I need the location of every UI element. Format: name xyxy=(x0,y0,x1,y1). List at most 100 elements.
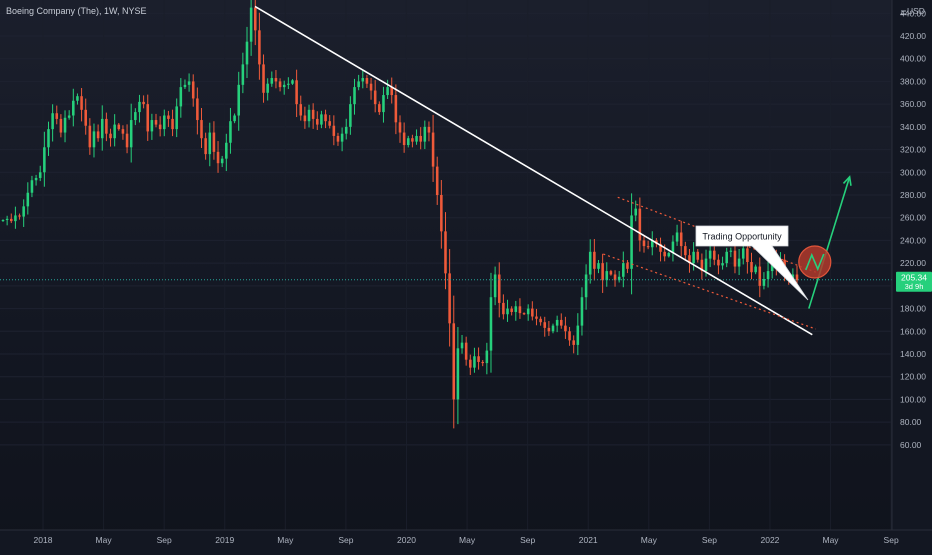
candle-body xyxy=(386,87,389,96)
candle-body xyxy=(597,263,600,269)
candle-body xyxy=(493,274,497,298)
candle-body xyxy=(622,263,625,277)
candle-body xyxy=(684,246,687,256)
candle-body xyxy=(26,192,30,207)
candle-body xyxy=(105,118,108,134)
candle-body xyxy=(171,118,174,130)
candle-body xyxy=(100,118,104,139)
candle-body xyxy=(464,342,468,360)
candle-body xyxy=(435,166,439,196)
candle-body xyxy=(572,340,575,345)
candle-body xyxy=(667,252,671,257)
candle-body xyxy=(440,195,443,232)
time-tick-label: 2019 xyxy=(215,535,234,545)
price-tick-label: 400.00 xyxy=(900,54,926,64)
candle-body xyxy=(754,266,757,273)
candle-body xyxy=(129,120,133,148)
time-tick-label: May xyxy=(823,535,840,545)
candle-body xyxy=(427,126,431,133)
price-tick-label: 260.00 xyxy=(900,213,926,223)
candle-body xyxy=(258,30,261,65)
candle-body xyxy=(307,109,311,122)
candle-body xyxy=(431,132,435,167)
candle-body xyxy=(663,251,666,257)
candle-body xyxy=(216,151,220,164)
last-price-value: 205.34 xyxy=(901,272,927,282)
candle-body xyxy=(626,263,629,269)
scale-lock-icon[interactable] xyxy=(901,10,906,15)
candle-body xyxy=(485,350,489,364)
candle-body xyxy=(220,158,224,164)
candle-body xyxy=(84,109,87,126)
price-tick-label: 180.00 xyxy=(900,304,926,314)
candle-body xyxy=(340,133,344,142)
symbol-title[interactable]: Boeing Company (The), 1W, NYSE xyxy=(6,6,147,16)
candle-body xyxy=(708,250,712,259)
candle-body xyxy=(72,100,75,116)
candle-body xyxy=(18,215,21,217)
candle-body xyxy=(274,78,278,82)
candle-body xyxy=(489,297,493,351)
candle-body xyxy=(336,135,340,142)
price-tick-label: 160.00 xyxy=(900,326,926,336)
candle-body xyxy=(700,259,704,272)
candle-body xyxy=(324,114,327,122)
candle-body xyxy=(506,308,509,315)
candle-body xyxy=(584,274,588,298)
drawings[interactable]: Trading Opportunity xyxy=(254,5,852,336)
candle-body xyxy=(237,84,241,116)
trendline[interactable] xyxy=(254,5,813,336)
time-scale[interactable]: 2018 May Sep 2019 May Sep 2020 May Sep 2021 May Sep… xyxy=(34,535,899,545)
candle-body xyxy=(671,241,675,253)
candle-body xyxy=(121,129,125,134)
callout-trading-opportunity[interactable]: Trading Opportunity xyxy=(695,225,809,301)
candle-body xyxy=(320,114,323,125)
candle-body xyxy=(76,96,79,101)
candle-body xyxy=(531,308,534,317)
candle-body xyxy=(415,135,418,142)
candle-body xyxy=(514,306,518,312)
candle-body xyxy=(266,83,269,93)
time-tick-label: May xyxy=(641,535,658,545)
candle-body xyxy=(249,7,253,42)
candles xyxy=(1,0,799,429)
candle-body xyxy=(646,246,650,248)
candle-body xyxy=(208,132,212,155)
candle-body xyxy=(125,133,129,148)
candle-body xyxy=(477,356,480,362)
candle-body xyxy=(650,240,654,248)
candle-body xyxy=(373,90,377,105)
candle-body xyxy=(303,115,307,122)
candle-body xyxy=(717,259,720,266)
candle-body xyxy=(138,101,141,113)
candle-body xyxy=(526,308,530,315)
candle-body xyxy=(502,302,505,315)
last-price-badge xyxy=(896,271,932,292)
candle-body xyxy=(605,271,609,281)
candle-body xyxy=(225,142,228,159)
candle-body xyxy=(448,273,451,324)
candle-body xyxy=(191,81,195,99)
price-tick-label: 420.00 xyxy=(900,31,926,41)
candle-body xyxy=(51,113,54,130)
forecast-arrow-line[interactable] xyxy=(808,176,851,309)
price-scale[interactable]: 60.00 80.00 100.00 120.00 140.00 160.00 180.00… xyxy=(900,0,926,450)
candle-body xyxy=(452,323,456,400)
candle-body xyxy=(30,180,34,193)
candle-body xyxy=(382,95,385,113)
time-tick-label: May xyxy=(96,535,113,545)
candle-body xyxy=(1,219,5,222)
candle-body xyxy=(559,319,563,326)
candle-body xyxy=(473,356,476,368)
candle-body xyxy=(365,78,369,84)
candle-body xyxy=(398,122,402,133)
price-tick-label: 280.00 xyxy=(900,190,926,200)
candle-body xyxy=(154,120,158,125)
candle-body xyxy=(233,115,236,122)
candle-body xyxy=(456,348,460,400)
candle-body xyxy=(737,258,741,267)
forecast-arrow-head[interactable] xyxy=(842,175,852,186)
candle-body xyxy=(92,131,96,148)
candle-body xyxy=(469,359,472,368)
